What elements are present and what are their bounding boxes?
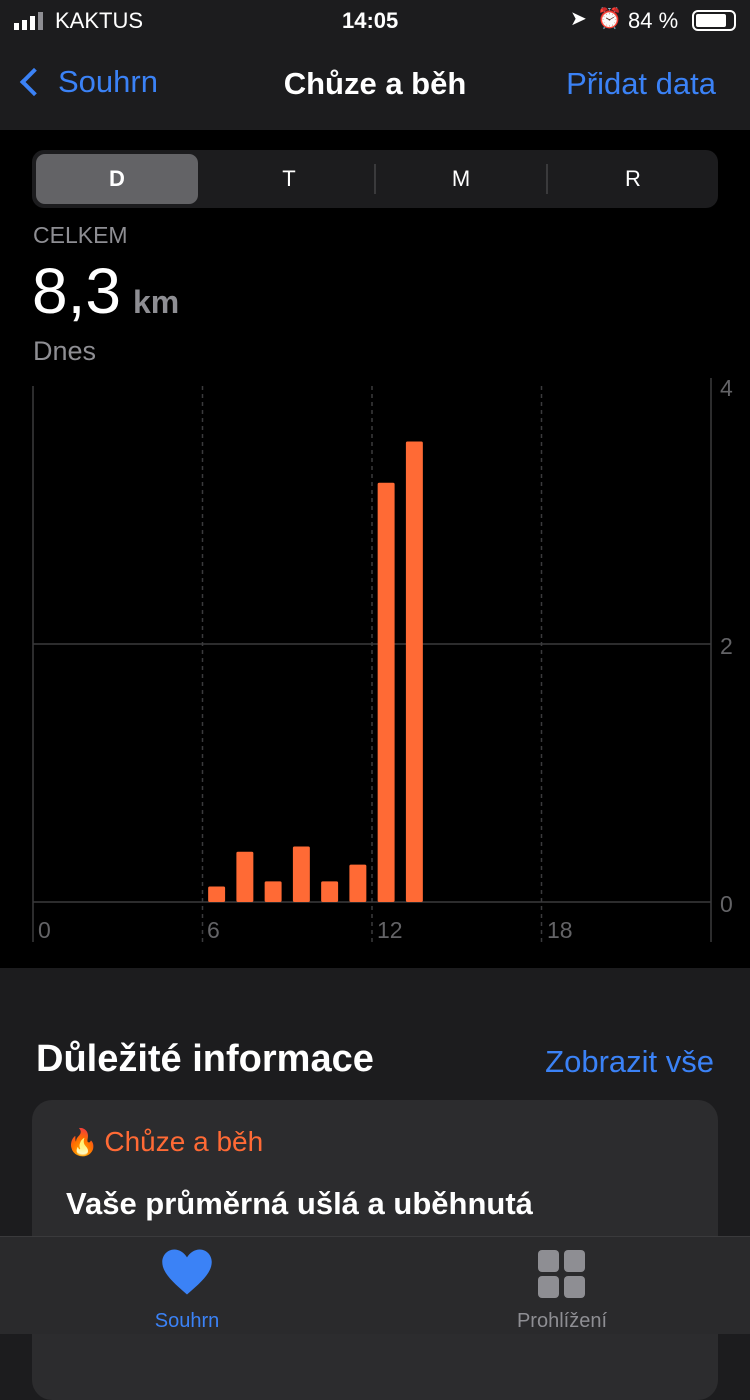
signal-icon (14, 12, 43, 30)
bar-hour-10 (321, 881, 339, 902)
carrier: KAKTUS (55, 8, 144, 33)
x-tick-6: 6 (207, 917, 220, 943)
segment-week[interactable]: T (282, 166, 296, 191)
bar-hour-6 (208, 886, 226, 902)
total-value: 8,3 km (32, 254, 179, 328)
period-label: Dnes (33, 336, 97, 366)
tab-summary-label: Souhrn (154, 1310, 220, 1332)
card-text: Vaše průměrná ušlá a uběhnutá (66, 1186, 533, 1221)
page-title: Chůze a běh (283, 66, 467, 101)
show-all-link[interactable]: Zobrazit vše (545, 1044, 714, 1079)
bar-hour-9 (292, 846, 310, 902)
tab-summary[interactable]: Souhrn (127, 1247, 247, 1333)
x-tick-0: 0 (38, 917, 51, 943)
status-bar: KAKTUS 14:05 ➤ ⏰ 84 % (0, 0, 750, 40)
main-content (0, 130, 750, 968)
battery-percent: 84 % (628, 8, 679, 33)
tab-bar: Souhrn Prohlížení (0, 1236, 750, 1334)
tab-browse[interactable]: Prohlížení (492, 1249, 632, 1333)
bar-hour-12 (377, 482, 395, 902)
grid-icon (538, 1250, 585, 1298)
back-button[interactable]: Souhrn (16, 64, 158, 100)
bar-hour-7 (236, 851, 254, 902)
add-data-button[interactable]: Přidat data (566, 66, 716, 101)
total-label: CELKEM (33, 222, 128, 248)
segment-year[interactable]: R (625, 166, 641, 191)
y-tick-0: 0 (720, 891, 733, 917)
period-segmented-control: D T M R (32, 150, 718, 208)
bar-hour-13 (405, 441, 423, 902)
flame-icon: 🔥 (66, 1126, 99, 1157)
tab-browse-label: Prohlížení (516, 1310, 608, 1332)
segment-month[interactable]: M (451, 166, 471, 191)
bar-chart: 0 6 12 18 0 2 4 (32, 375, 733, 943)
nav-bar: Souhrn Chůze a běh Přidat data (0, 40, 750, 130)
highlights-title: Důležité informace (36, 1038, 374, 1080)
x-tick-18: 18 (547, 917, 573, 943)
y-tick-2: 2 (720, 633, 733, 659)
alarm-icon: ⏰ (597, 8, 622, 30)
clock: 14:05 (342, 8, 399, 33)
card-title: Chůze a běh (104, 1126, 264, 1157)
bar-hour-8 (264, 881, 282, 902)
segment-day[interactable]: D (36, 154, 198, 204)
x-tick-12: 12 (377, 917, 403, 943)
total-number: 8,3 (32, 255, 121, 327)
location-icon: ➤ (570, 8, 587, 30)
battery-icon (692, 10, 736, 31)
y-tick-4: 4 (720, 375, 733, 401)
back-label: Souhrn (58, 64, 158, 99)
heart-icon (162, 1249, 212, 1295)
total-unit: km (132, 284, 180, 320)
bar-hour-11 (349, 864, 367, 902)
